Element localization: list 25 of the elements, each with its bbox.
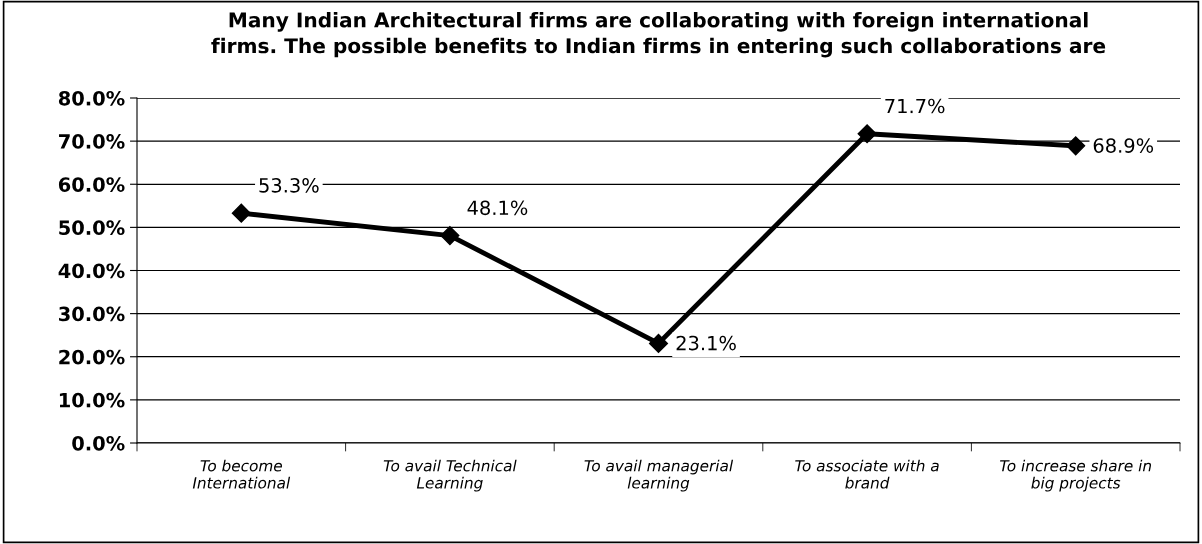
x-tick-label: To avail managerial learning — [584, 459, 734, 492]
x-tick-label: To increase share in big projects — [1000, 459, 1152, 492]
data-label: 23.1% — [676, 335, 736, 351]
point — [648, 333, 669, 353]
point — [231, 203, 251, 223]
data-label: 53.3% — [259, 178, 319, 193]
point — [440, 226, 460, 246]
y-tick-label: 50.0% — [59, 220, 125, 236]
x-tick-label: To become International — [192, 459, 291, 489]
y-tick-label: 20.0% — [59, 349, 125, 365]
x-tick-label: To avail Technical Learning — [383, 459, 517, 492]
y-tick-label: 10.0% — [59, 392, 125, 408]
chart-title: Many Indian Architectural firms are collaborating with foreign international firms. The possible benefits to Indian firms in entering such collaborations are — [211, 12, 1106, 58]
data-label: 48.1% — [467, 200, 528, 216]
data-label: 68.9% — [1093, 138, 1154, 153]
point — [1066, 136, 1086, 156]
y-tick-label: 40.0% — [58, 263, 125, 279]
data-label: 71.7% — [885, 98, 945, 114]
x-tick-label: To associate with a brand — [795, 459, 939, 489]
y-tick-label: 80.0% — [58, 90, 125, 106]
y-tick-label: 0.0% — [72, 435, 125, 451]
y-tick-label: 30.0% — [59, 306, 125, 322]
y-tick-label: 60.0% — [58, 177, 125, 192]
point — [857, 124, 877, 144]
y-tick-label: 70.0% — [59, 134, 125, 149]
